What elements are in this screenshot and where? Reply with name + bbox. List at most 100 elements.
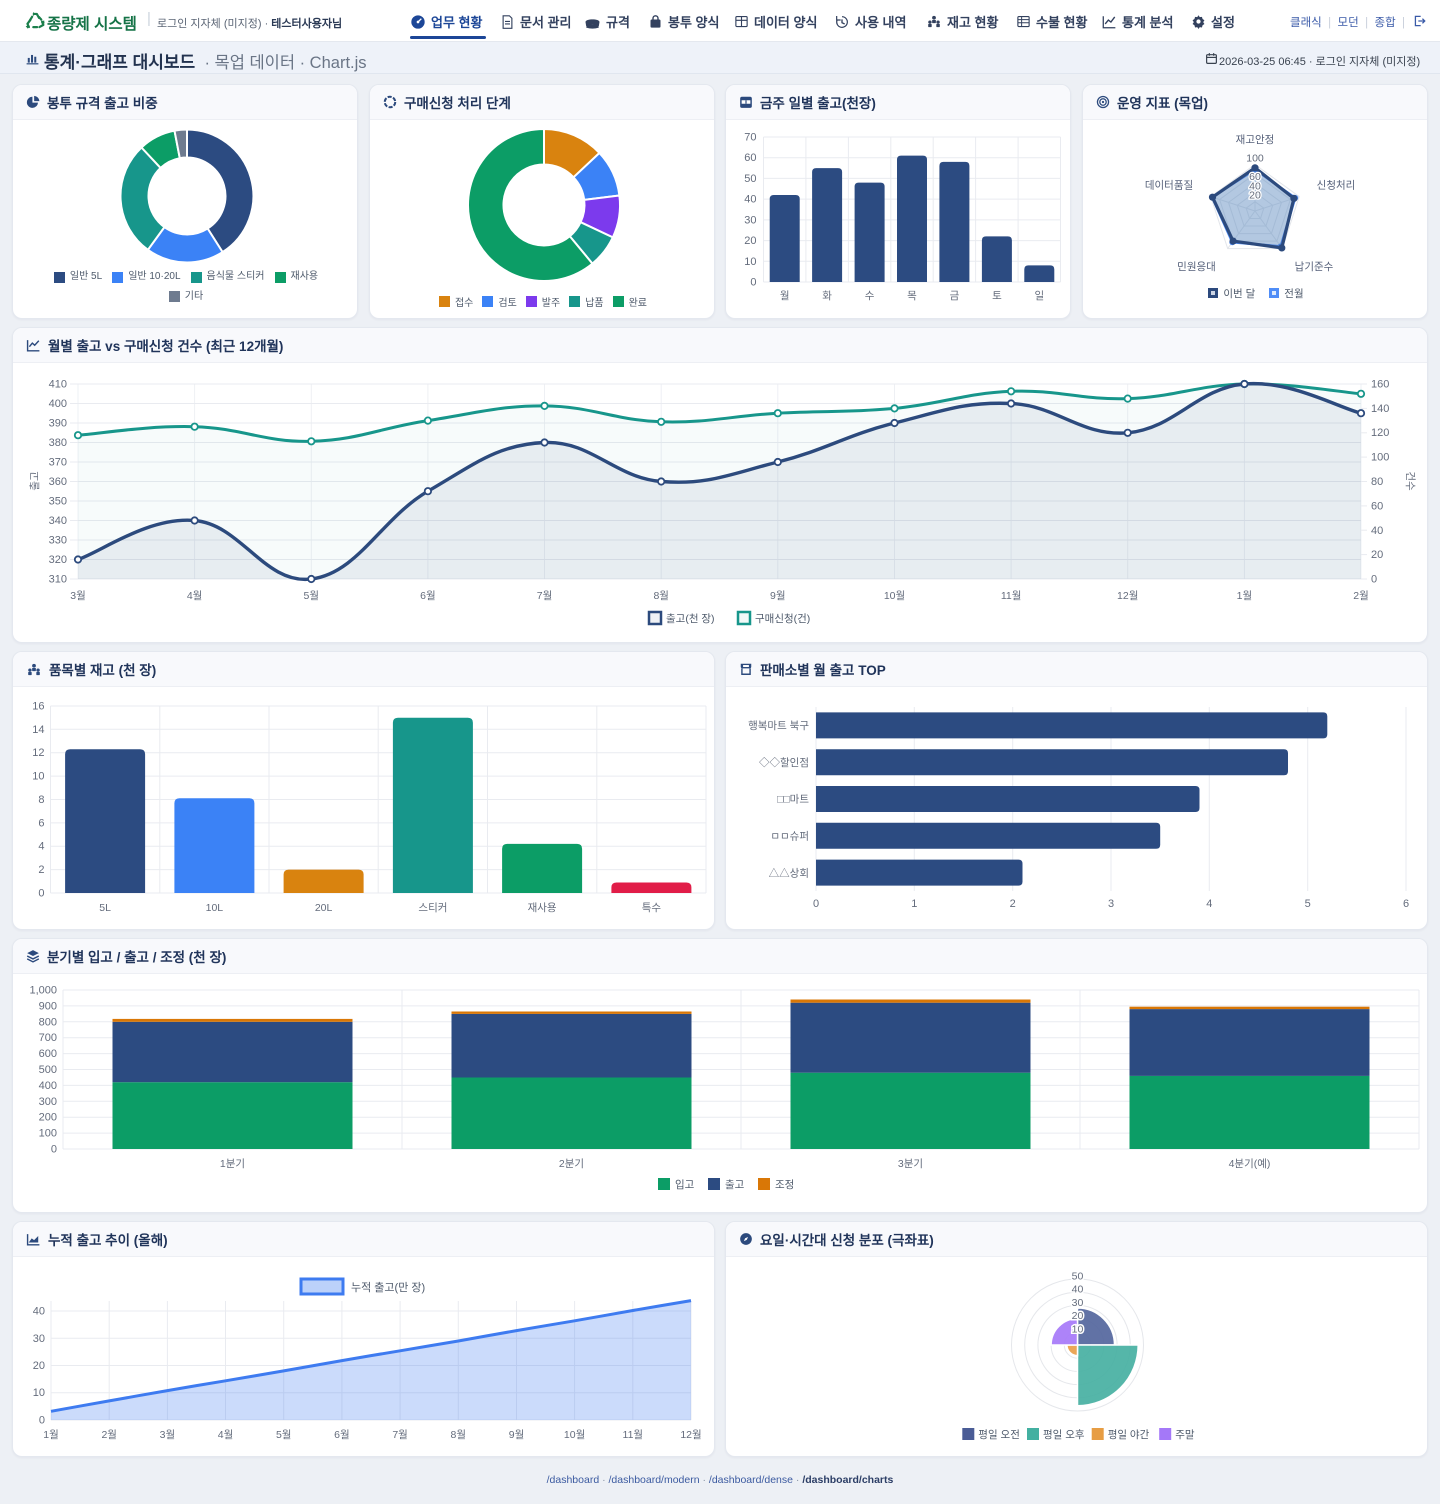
svg-text:2월: 2월 xyxy=(1353,590,1369,602)
svg-text:건수: 건수 xyxy=(1404,471,1416,491)
svg-text:□□마트: □□마트 xyxy=(777,794,809,806)
svg-text:행복마트 북구: 행복마트 북구 xyxy=(748,720,809,732)
svg-text:410: 410 xyxy=(49,379,67,391)
svg-text:10: 10 xyxy=(744,256,756,268)
svg-text:데이터품질: 데이터품질 xyxy=(1145,180,1193,192)
svg-text:7월: 7월 xyxy=(392,1429,408,1441)
svg-text:30: 30 xyxy=(744,214,756,226)
svg-text:△△상회: △△상회 xyxy=(769,867,809,879)
svg-text:12월: 12월 xyxy=(1117,590,1138,602)
svg-text:8: 8 xyxy=(38,794,44,806)
svg-text:40: 40 xyxy=(744,194,756,206)
svg-text:20L: 20L xyxy=(315,902,333,914)
svg-text:400: 400 xyxy=(49,398,67,410)
svg-text:0: 0 xyxy=(750,277,756,289)
svg-text:14: 14 xyxy=(32,724,44,736)
svg-text:60: 60 xyxy=(1371,500,1383,512)
svg-text:20: 20 xyxy=(1249,190,1261,202)
svg-text:12월: 12월 xyxy=(680,1429,701,1441)
svg-text:50: 50 xyxy=(744,173,756,185)
svg-text:1,000: 1,000 xyxy=(29,985,57,997)
svg-text:320: 320 xyxy=(49,554,67,566)
svg-text:500: 500 xyxy=(39,1064,57,1076)
svg-text:80: 80 xyxy=(1371,476,1383,488)
svg-text:특수: 특수 xyxy=(642,902,662,914)
svg-text:40: 40 xyxy=(1371,525,1383,537)
svg-text:1월: 1월 xyxy=(1237,590,1253,602)
svg-text:2분기: 2분기 xyxy=(559,1158,584,1170)
svg-text:100: 100 xyxy=(1371,452,1389,464)
svg-text:재고안정: 재고안정 xyxy=(1236,134,1275,146)
svg-text:토: 토 xyxy=(992,290,1002,302)
svg-text:140: 140 xyxy=(1371,403,1389,415)
svg-text:40: 40 xyxy=(1249,180,1261,192)
svg-text:10: 10 xyxy=(1072,1323,1084,1335)
svg-text:2월: 2월 xyxy=(101,1429,117,1441)
svg-text:9월: 9월 xyxy=(770,590,786,602)
svg-text:5월: 5월 xyxy=(276,1429,292,1441)
svg-text:310: 310 xyxy=(49,574,67,586)
svg-text:재사용: 재사용 xyxy=(528,902,557,914)
svg-text:120: 120 xyxy=(1371,427,1389,439)
svg-text:4월: 4월 xyxy=(187,590,203,602)
svg-text:10월: 10월 xyxy=(884,590,905,602)
svg-text:출고(천 장): 출고(천 장) xyxy=(666,613,715,625)
svg-text:100: 100 xyxy=(1246,153,1264,165)
svg-text:신청처리: 신청처리 xyxy=(1317,180,1356,192)
svg-text:20: 20 xyxy=(1072,1310,1084,1322)
svg-text:40: 40 xyxy=(1072,1284,1084,1296)
svg-text:10: 10 xyxy=(32,771,44,783)
svg-text:화: 화 xyxy=(822,290,832,302)
svg-text:평일 오후: 평일 오후 xyxy=(1043,1428,1085,1441)
svg-text:금: 금 xyxy=(950,290,960,302)
svg-text:1분기: 1분기 xyxy=(220,1158,245,1170)
svg-text:일: 일 xyxy=(1034,289,1044,302)
svg-text:3월: 3월 xyxy=(160,1429,176,1441)
svg-text:0: 0 xyxy=(51,1144,57,1156)
svg-text:수: 수 xyxy=(865,290,875,302)
svg-text:출고: 출고 xyxy=(29,471,41,491)
svg-text:700: 700 xyxy=(39,1032,57,1044)
svg-text:900: 900 xyxy=(39,1000,57,1012)
svg-text:6월: 6월 xyxy=(420,590,436,602)
svg-text:4: 4 xyxy=(38,841,44,853)
svg-text:20: 20 xyxy=(744,235,756,247)
svg-text:납기준수: 납기준수 xyxy=(1295,261,1334,273)
svg-text:20: 20 xyxy=(1371,549,1383,561)
svg-text:0: 0 xyxy=(39,1415,45,1427)
svg-text:11월: 11월 xyxy=(1001,590,1022,602)
svg-text:0: 0 xyxy=(38,888,44,900)
svg-text:160: 160 xyxy=(1371,379,1389,391)
svg-text:10: 10 xyxy=(33,1387,45,1399)
svg-text:ㅁㅁ슈퍼: ㅁㅁ슈퍼 xyxy=(770,831,809,843)
svg-text:5L: 5L xyxy=(99,902,111,914)
svg-text:8월: 8월 xyxy=(451,1429,467,1441)
svg-text:30: 30 xyxy=(1072,1297,1084,1309)
svg-text:구매신청(건): 구매신청(건) xyxy=(755,613,810,625)
svg-text:0: 0 xyxy=(813,898,819,910)
svg-text:400: 400 xyxy=(39,1080,57,1092)
svg-text:9월: 9월 xyxy=(509,1429,525,1441)
svg-text:5: 5 xyxy=(1305,898,1311,910)
svg-text:16: 16 xyxy=(32,701,44,713)
svg-text:민원응대: 민원응대 xyxy=(1177,261,1216,273)
svg-text:200: 200 xyxy=(39,1112,57,1124)
svg-text:10L: 10L xyxy=(206,902,224,914)
svg-text:스티커: 스티커 xyxy=(418,902,447,914)
svg-text:8월: 8월 xyxy=(653,590,669,602)
svg-text:4: 4 xyxy=(1206,898,1212,910)
svg-text:50: 50 xyxy=(1072,1271,1084,1283)
svg-text:조정: 조정 xyxy=(775,1179,794,1191)
svg-text:목: 목 xyxy=(907,290,917,302)
svg-text:330: 330 xyxy=(49,535,67,547)
svg-text:60: 60 xyxy=(744,152,756,164)
svg-text:3: 3 xyxy=(1108,898,1114,910)
svg-text:370: 370 xyxy=(49,457,67,469)
svg-text:11월: 11월 xyxy=(623,1429,644,1441)
svg-text:입고: 입고 xyxy=(675,1178,695,1191)
svg-text:평일 야간: 평일 야간 xyxy=(1108,1428,1150,1441)
svg-text:800: 800 xyxy=(39,1016,57,1028)
svg-text:12: 12 xyxy=(32,747,44,759)
svg-text:10월: 10월 xyxy=(564,1429,585,1441)
svg-text:20: 20 xyxy=(33,1360,45,1372)
